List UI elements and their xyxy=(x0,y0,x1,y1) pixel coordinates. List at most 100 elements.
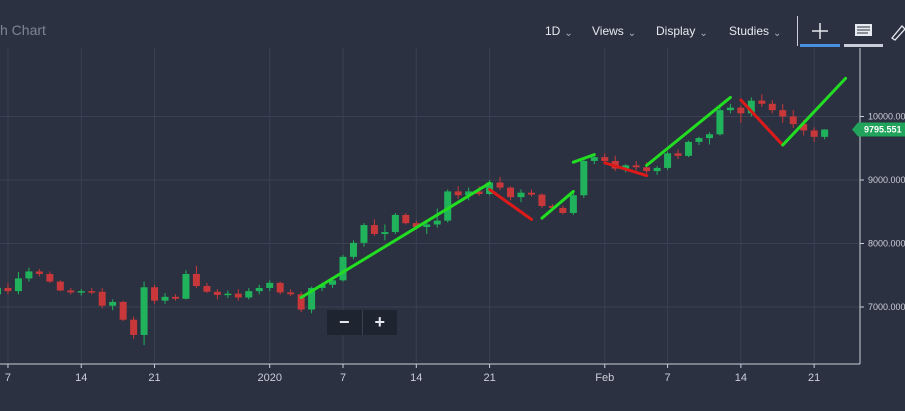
plus-icon: + xyxy=(374,312,385,332)
candle-body xyxy=(349,242,357,257)
candle-body xyxy=(664,153,672,168)
comment-tool-button[interactable] xyxy=(844,18,883,47)
candle-body xyxy=(0,287,1,295)
trendline-up xyxy=(645,95,732,167)
candle-body xyxy=(4,287,12,292)
candle-body xyxy=(454,191,462,196)
candle-body xyxy=(747,100,755,114)
candle-body xyxy=(109,301,117,306)
x-tick-label: 14 xyxy=(75,372,87,384)
candle-body xyxy=(789,116,797,125)
studies-label: Studies xyxy=(729,24,770,38)
y-tick-label: 9000.000 xyxy=(868,175,905,185)
interval-label: 1D xyxy=(545,24,561,38)
candle-body xyxy=(329,280,337,285)
candle-body xyxy=(601,157,609,161)
candle-body xyxy=(653,167,661,172)
y-tick-label: 7000.000 xyxy=(868,302,905,312)
x-tick-label: 21 xyxy=(148,372,160,384)
candle-body xyxy=(726,107,734,111)
y-tick-label: 8000.000 xyxy=(868,239,905,249)
candle-body xyxy=(716,110,724,135)
candle-body xyxy=(266,282,274,288)
candle-body xyxy=(25,271,33,279)
candle-body xyxy=(705,134,713,139)
candle-body xyxy=(171,296,179,299)
comment-icon xyxy=(855,24,872,36)
candle-body xyxy=(161,296,169,301)
candle-body xyxy=(213,291,221,295)
studies-dropdown[interactable]: Studies ⌄ xyxy=(729,24,782,39)
candle-body xyxy=(559,207,567,214)
crosshair-icon xyxy=(812,23,828,39)
trendline-down xyxy=(488,188,533,221)
candle-body xyxy=(381,232,389,234)
candle-body xyxy=(130,319,138,335)
x-tick-label: 2020 xyxy=(257,372,281,384)
candle-body xyxy=(67,290,75,293)
trendline-up xyxy=(540,189,575,220)
candle-body xyxy=(821,129,829,137)
trendline-up xyxy=(781,76,848,147)
candle-body xyxy=(56,281,64,291)
candle-body xyxy=(402,214,410,224)
trendline-down xyxy=(603,161,649,178)
candle-body xyxy=(370,225,378,234)
candle-body xyxy=(779,110,787,117)
candle-body xyxy=(88,291,96,293)
x-tick-label: Feb xyxy=(595,372,614,384)
trendline-up xyxy=(299,181,492,299)
candle-body xyxy=(569,195,577,214)
candle-body xyxy=(444,191,452,221)
candle-body xyxy=(151,287,159,301)
candle-body xyxy=(527,192,535,195)
candle-body xyxy=(580,160,588,196)
trendline-up xyxy=(571,153,596,164)
chevron-down-icon: ⌄ xyxy=(773,28,782,39)
last-price-tag xyxy=(852,122,905,137)
candle-body xyxy=(276,282,284,293)
candle-body xyxy=(182,273,190,299)
x-tick-label: 7 xyxy=(5,372,11,384)
candle-body xyxy=(538,194,546,207)
interval-dropdown[interactable]: 1D ⌄ xyxy=(545,24,573,39)
candle-body xyxy=(632,165,640,168)
trendline-down xyxy=(739,98,785,147)
candle-body xyxy=(548,206,556,208)
candle-body xyxy=(412,223,420,227)
candle-body xyxy=(255,287,263,292)
crosshair-tool-button[interactable] xyxy=(800,18,840,47)
candle-body xyxy=(119,301,127,320)
candle-body xyxy=(192,273,200,287)
x-tick-label: 21 xyxy=(483,372,495,384)
candle-body xyxy=(433,220,441,225)
views-label: Views xyxy=(592,24,624,38)
candle-body xyxy=(643,167,651,172)
candle-body xyxy=(308,287,316,310)
candle-body xyxy=(423,224,431,227)
candle-body xyxy=(465,191,473,196)
candle-body xyxy=(737,107,745,114)
candle-body xyxy=(475,191,483,194)
candle-body xyxy=(695,138,703,142)
draw-tool-button[interactable] xyxy=(890,18,905,44)
chevron-down-icon: ⌄ xyxy=(627,28,637,39)
zoom-in-button[interactable]: + xyxy=(361,310,398,335)
candle-body xyxy=(391,214,399,233)
candle-body xyxy=(507,187,515,198)
display-dropdown[interactable]: Display ⌄ xyxy=(656,24,708,39)
candle-body xyxy=(77,291,85,293)
candle-body xyxy=(517,192,525,198)
candle-body xyxy=(140,287,148,335)
zoom-out-button[interactable]: − xyxy=(327,310,362,335)
candle-body xyxy=(203,286,211,292)
candle-body xyxy=(800,124,808,131)
candle-body xyxy=(14,278,22,292)
chart-title: h Chart xyxy=(0,22,46,38)
views-dropdown[interactable]: Views ⌄ xyxy=(592,24,637,39)
x-tick-label: 21 xyxy=(808,372,820,384)
candle-body xyxy=(297,294,305,310)
candle-body xyxy=(234,293,242,298)
